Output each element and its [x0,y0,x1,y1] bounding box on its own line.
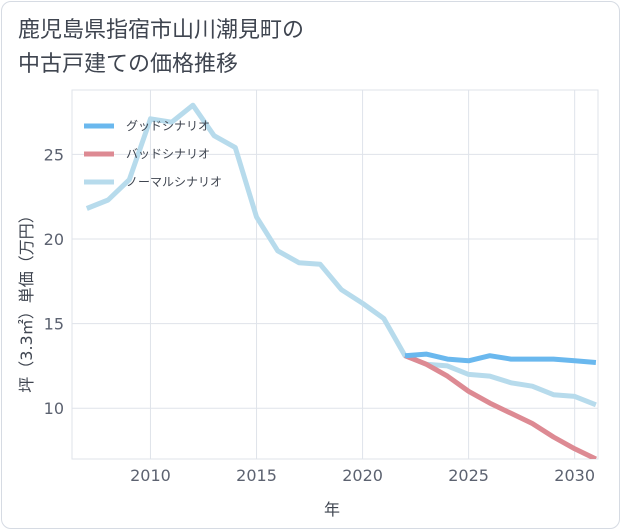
chart-title: 鹿児島県指宿市山川潮見町の 中古戸建ての価格推移 [18,18,305,77]
x-axis-label: 年 [324,500,340,519]
legend-label: バッドシナリオ [126,147,210,161]
series-line-bad [404,353,597,459]
legend-label: ノーマルシナリオ [126,175,222,189]
legend-label: グッドシナリオ [126,119,210,133]
series-line-good [404,351,597,365]
x-tick-label: 2010 [130,466,171,485]
y-tick-label: 25 [44,145,64,164]
y-tick-label: 15 [44,315,64,334]
x-tick-label: 2030 [554,466,595,485]
y-axis-label: 坪（3.3㎡）単価（万円） [17,207,36,392]
x-tick-label: 2015 [236,466,277,485]
x-tick-label: 2025 [448,466,489,485]
y-tick-label: 10 [44,399,64,418]
series-layer [85,102,597,459]
y-tick-label: 20 [44,230,64,249]
series-line-normal [85,102,597,408]
grid-layer [71,89,599,460]
plot-area-border [71,89,599,460]
x-tick-label: 2020 [342,466,383,485]
